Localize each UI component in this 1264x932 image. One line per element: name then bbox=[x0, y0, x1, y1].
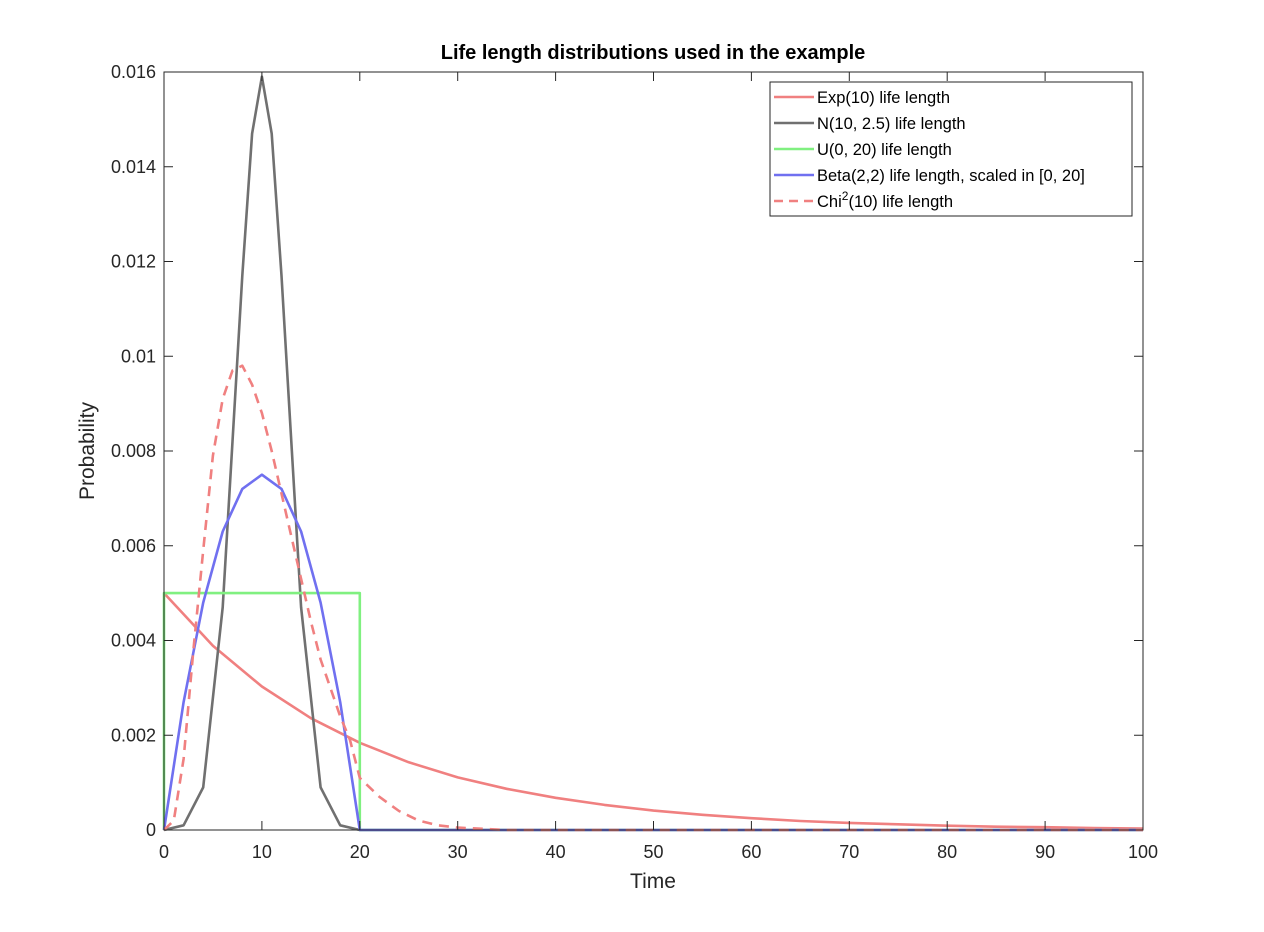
x-tick-label: 80 bbox=[937, 842, 957, 862]
chart-title: Life length distributions used in the ex… bbox=[441, 42, 866, 64]
legend-box bbox=[769, 81, 1133, 217]
y-tick-label: 0.008 bbox=[111, 441, 156, 461]
x-tick-label: 20 bbox=[350, 842, 370, 862]
x-axis: 0 10 20 30 40 50 60 70 80 90 100 bbox=[159, 72, 1158, 862]
y-axis: 0 0.002 0.004 0.006 0.008 0.01 0.012 0.014 0.016 bbox=[111, 62, 1143, 840]
x-tick-label: 100 bbox=[1128, 842, 1158, 862]
legend-entry-label: U(0, 20) life length bbox=[817, 141, 952, 159]
y-tick-label: 0.01 bbox=[121, 346, 156, 366]
y-tick-label: 0.016 bbox=[111, 62, 156, 82]
legend-entry-label: N(10, 2.5) life length bbox=[817, 115, 966, 133]
x-tick-label: 60 bbox=[741, 842, 761, 862]
y-axis-title: Probability bbox=[76, 401, 99, 500]
legend-entry-label: Exp(10) life length bbox=[817, 89, 950, 107]
y-tick-label: 0.014 bbox=[111, 157, 156, 177]
x-tick-label: 40 bbox=[546, 842, 566, 862]
series-line-1 bbox=[163, 592, 1144, 830]
x-axis-title: Time bbox=[630, 870, 676, 893]
legend-entry-label: Chi2(10) life length bbox=[817, 189, 953, 211]
y-tick-label: 0 bbox=[146, 820, 156, 840]
x-tick-label: 10 bbox=[252, 842, 272, 862]
y-tick-label: 0.012 bbox=[111, 252, 156, 272]
series-line-5 bbox=[163, 364, 1143, 832]
x-tick-label: 90 bbox=[1035, 842, 1055, 862]
y-tick-label: 0.006 bbox=[111, 536, 156, 556]
legend: Exp(10) life length N(10, 2.5) life lengt… bbox=[769, 81, 1133, 217]
x-tick-label: 50 bbox=[643, 842, 663, 862]
y-tick-label: 0.004 bbox=[111, 631, 156, 651]
x-tick-label: 0 bbox=[159, 842, 169, 862]
series-line-3 bbox=[162, 591, 1143, 832]
y-tick-label: 0.002 bbox=[111, 725, 156, 745]
x-tick-label: 70 bbox=[839, 842, 859, 862]
series-line-4 bbox=[162, 473, 1143, 832]
x-tick-label: 30 bbox=[448, 842, 468, 862]
legend-entry-label: Beta(2,2) life length, scaled in [0, 20] bbox=[817, 167, 1085, 185]
